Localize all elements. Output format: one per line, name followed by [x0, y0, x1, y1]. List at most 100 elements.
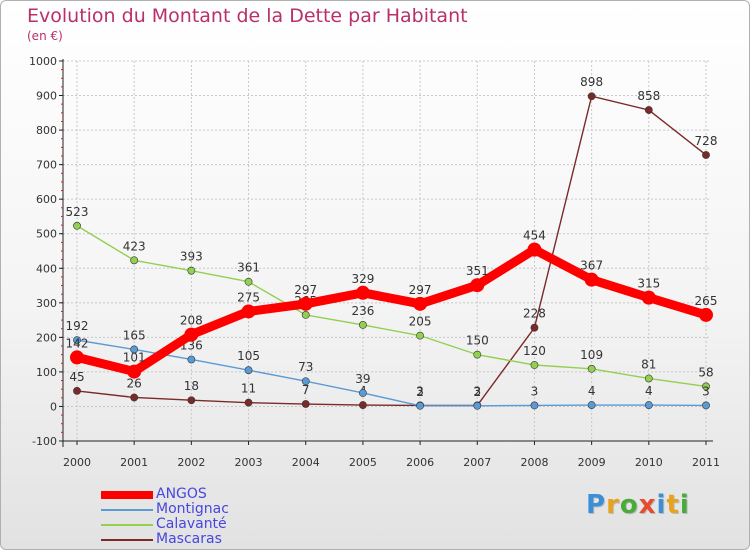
data-label: 297 [409, 283, 432, 297]
legend-swatch-angos [101, 491, 153, 499]
data-label: 18 [184, 379, 199, 393]
y-tick-label: 400 [36, 262, 57, 275]
data-label: 7 [302, 383, 310, 397]
legend-swatch-calavante [101, 524, 153, 526]
data-label: 393 [180, 250, 203, 264]
data-label: 236 [351, 304, 374, 318]
y-tick-label: -100 [32, 435, 57, 448]
data-point [530, 361, 539, 369]
series-line-angos [72, 245, 711, 377]
logo-letter: o [619, 490, 639, 520]
data-point [244, 277, 253, 286]
legend-swatch-montignac [101, 509, 153, 511]
data-label: 11 [241, 382, 256, 396]
data-point [587, 364, 596, 373]
y-tick-label: 900 [36, 90, 57, 103]
data-label: 2 [416, 385, 424, 399]
series-line-calavanté [76, 225, 707, 388]
data-point [130, 345, 139, 354]
proxiti-logo: Proxiti [586, 490, 690, 520]
data-label: 109 [580, 348, 603, 362]
y-tick-label: 600 [36, 193, 57, 206]
x-tick-label: 2007 [463, 456, 491, 469]
data-point [359, 389, 367, 397]
data-label: 101 [123, 351, 146, 365]
legend-item-mascaras: Mascaras [101, 531, 321, 547]
data-point [530, 401, 539, 410]
chart-title: Evolution du Montant de la Dette par Hab… [27, 5, 468, 27]
y-tick-label: 100 [36, 366, 57, 379]
logo-letter: r [606, 490, 620, 520]
legend-swatch-mascaras [101, 539, 153, 541]
series-line-montignac [76, 339, 707, 407]
x-tick-label: 2011 [692, 456, 720, 469]
data-label: 315 [637, 277, 660, 291]
data-label: 361 [237, 261, 260, 275]
data-point [301, 311, 310, 319]
y-tick-label: 700 [36, 159, 57, 172]
data-point [184, 327, 199, 342]
legend-label-mascaras: Mascaras [156, 531, 222, 547]
logo-letter: i [656, 490, 667, 520]
data-label: 58 [698, 365, 713, 379]
x-tick-label: 2008 [520, 456, 548, 469]
data-label: 351 [466, 264, 489, 278]
data-point [127, 364, 142, 379]
x-tick-label: 2009 [578, 456, 606, 469]
data-label: 2 [473, 385, 481, 399]
data-point [584, 272, 599, 287]
data-label: 73 [298, 360, 313, 374]
data-label: 367 [580, 259, 603, 273]
data-label: 728 [695, 134, 718, 148]
data-point [70, 350, 84, 365]
data-label: 192 [66, 319, 89, 333]
data-point [702, 382, 710, 391]
data-point [73, 336, 81, 345]
data-point [416, 331, 424, 340]
data-point [587, 401, 596, 409]
data-label: 26 [127, 376, 142, 390]
data-point [187, 355, 196, 364]
data-label: 208 [180, 314, 203, 328]
y-tick-label: 800 [36, 124, 57, 137]
data-label: 523 [66, 205, 89, 219]
data-point [527, 242, 542, 257]
data-point [473, 350, 482, 359]
x-tick-label: 2004 [292, 456, 320, 469]
logo-letter: x [638, 490, 657, 520]
data-point [641, 290, 656, 305]
data-label: 39 [355, 372, 370, 386]
legend-label-montignac: Montignac [156, 501, 229, 517]
data-point [298, 296, 313, 311]
data-label: 205 [409, 315, 432, 329]
y-tick-label: 1000 [29, 55, 57, 68]
legend-label-angos: ANGOS [156, 486, 207, 502]
data-point [359, 321, 367, 329]
x-tick-label: 2002 [177, 456, 205, 469]
data-point [413, 296, 428, 311]
data-point [130, 393, 139, 402]
data-point [699, 307, 713, 322]
data-point [130, 256, 139, 265]
data-label: 329 [351, 272, 374, 286]
data-point [359, 401, 367, 409]
data-label: 105 [237, 349, 260, 363]
legend-label-calavante: Calavanté [156, 516, 227, 532]
data-label: 297 [294, 283, 317, 297]
data-label: 898 [580, 75, 603, 89]
data-label: 150 [466, 334, 489, 348]
logo-letter: i [679, 490, 690, 520]
legend-item-montignac: Montignac [101, 501, 321, 517]
legend-item-calavante: Calavanté [101, 516, 321, 532]
data-label: 3 [416, 384, 424, 398]
data-label: 265 [695, 294, 718, 308]
data-point [644, 401, 653, 409]
data-point [355, 285, 370, 300]
data-label: 423 [123, 239, 146, 253]
data-point [241, 304, 256, 319]
data-label: 81 [641, 357, 656, 371]
data-point [244, 398, 253, 407]
data-point [644, 374, 653, 383]
data-point [587, 92, 596, 101]
